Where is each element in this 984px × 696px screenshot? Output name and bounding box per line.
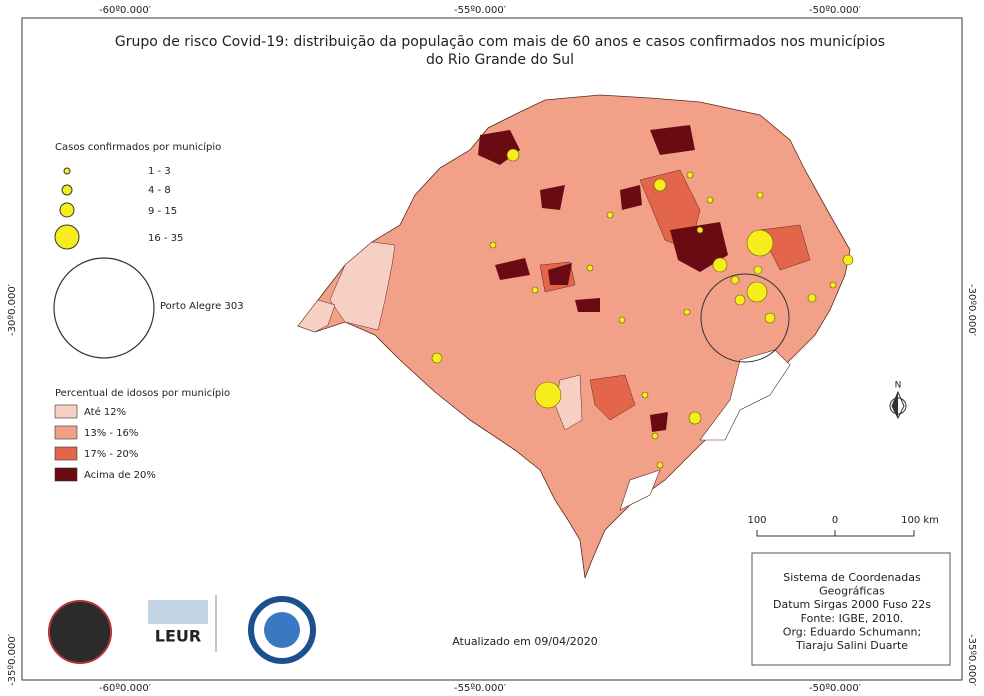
- legend-symbol: [61, 184, 73, 196]
- coord: -55º0.000′: [454, 5, 507, 16]
- coord: -30º0.000′: [966, 284, 977, 337]
- coord: -50º0.000′: [809, 5, 862, 16]
- region: [495, 258, 530, 280]
- info-line: Sistema de Coordenadas: [783, 571, 921, 584]
- logo: [264, 612, 300, 648]
- region: [620, 185, 642, 210]
- legend-symbol: [59, 202, 75, 218]
- legend-swatch: [54, 467, 78, 482]
- info-line: Fonte: IGBE, 2010.: [801, 612, 904, 625]
- info-line: Geográficas: [819, 585, 885, 598]
- region: [589, 374, 636, 421]
- scale-bar: [756, 530, 915, 537]
- coordinate-labels: -60º0.000′ -55º0.000′ -50º0.000′ -60º0.0…: [7, 5, 977, 694]
- region: [650, 125, 695, 155]
- legend-swatch: [54, 425, 78, 440]
- region: [575, 298, 600, 312]
- legend-symbol: [53, 257, 155, 359]
- legend-label: Até 12%: [84, 406, 126, 418]
- scale-label: 0: [832, 515, 838, 526]
- coord: -35º0.000′: [7, 633, 18, 686]
- title: do Rio Grande do Sul: [426, 52, 574, 68]
- state: [297, 94, 851, 579]
- info-line: Org: Eduardo Schumann;: [783, 625, 921, 638]
- legend-swatch: [54, 446, 78, 461]
- legend-symbol: [54, 224, 80, 250]
- scale-label: 100 km: [901, 515, 939, 526]
- porto-alegre-marker: [700, 273, 790, 363]
- legend-label: 4 - 8: [148, 185, 171, 196]
- info-box: [751, 552, 951, 666]
- coord: -55º0.000′: [454, 683, 507, 694]
- logo-text: LEUR: [155, 627, 201, 646]
- coord: -35º0.000′: [966, 634, 977, 687]
- legend-label: Acima de 20%: [84, 470, 156, 481]
- region: [540, 185, 565, 210]
- title: Grupo de risco Covid-19: distribuição da…: [115, 34, 885, 50]
- legend-label: 1 - 3: [148, 166, 171, 177]
- state-map: [297, 94, 854, 579]
- legend-label: 17% - 20%: [84, 449, 138, 460]
- north-label: N: [895, 381, 902, 391]
- region: [650, 412, 668, 432]
- legend-title: Casos confirmados por município: [55, 141, 221, 153]
- scale-label: 100: [747, 515, 766, 526]
- elderly-legend: Até 12% 13% - 16% 17% - 20% Acima de 20%: [54, 404, 156, 482]
- region: [297, 299, 336, 333]
- legend-swatch: [54, 404, 78, 419]
- legend-title: Percentual de idosos por município: [55, 387, 230, 399]
- region: [548, 263, 572, 285]
- region: [759, 224, 811, 271]
- logo-icon: [148, 600, 208, 624]
- legend-label: 9 - 15: [148, 206, 177, 217]
- coord: -30º0.000′: [7, 283, 18, 336]
- coord: -50º0.000′: [809, 683, 862, 694]
- coord: -60º0.000′: [99, 683, 152, 694]
- coord: -60º0.000′: [99, 5, 152, 16]
- legend-label: 13% - 16%: [84, 428, 138, 439]
- legend-label: Porto Alegre 303: [160, 301, 244, 312]
- case-markers: [431, 148, 854, 469]
- logo: [48, 600, 112, 664]
- info-line: Tiaraju Salini Duarte: [795, 639, 908, 652]
- info-line: Datum Sirgas 2000 Fuso 22s: [773, 598, 931, 611]
- legend-symbol: [63, 167, 71, 175]
- lagoon: [619, 469, 661, 511]
- legend-label: 16 - 35: [148, 233, 183, 244]
- updated-note: Atualizado em 09/04/2020: [452, 635, 598, 648]
- north-arrow: [889, 397, 907, 415]
- lagoon: [699, 349, 791, 441]
- region: [329, 241, 396, 331]
- region: [670, 222, 728, 272]
